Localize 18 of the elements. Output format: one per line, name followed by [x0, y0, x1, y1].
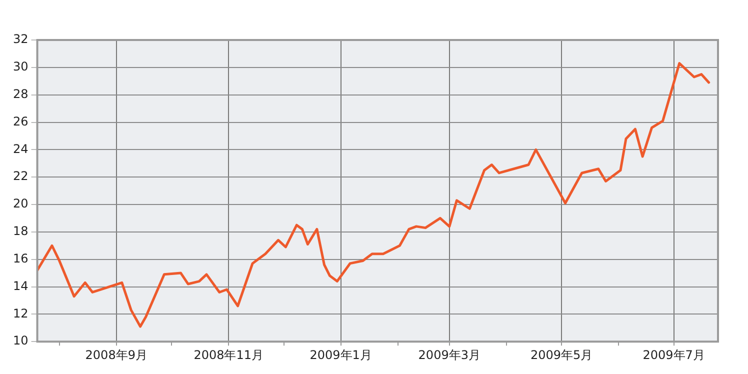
x-tick-label: 2008年9月 [85, 348, 148, 362]
y-tick-label: 32 [12, 32, 28, 46]
x-tick-label: 2009年5月 [530, 348, 593, 362]
y-tick-label: 18 [12, 224, 28, 238]
x-tick-label: 2008年11月 [194, 348, 264, 362]
x-tick-label: 2009年7月 [642, 348, 705, 362]
y-tick-label: 26 [12, 114, 28, 128]
y-tick-label: 30 [12, 60, 28, 74]
y-tick-label: 14 [12, 278, 28, 293]
y-tick-label: 16 [12, 251, 28, 266]
y-tick-label: 22 [12, 169, 28, 184]
y-tick-label: 10 [12, 334, 28, 348]
x-tick-label: 2009年1月 [310, 348, 372, 362]
x-tick-label: 2009年3月 [418, 348, 480, 362]
y-tick-label: 12 [12, 306, 28, 320]
y-tick-label: 24 [12, 142, 28, 156]
y-tick-label: 20 [12, 196, 28, 211]
y-tick-label: 28 [12, 86, 28, 101]
